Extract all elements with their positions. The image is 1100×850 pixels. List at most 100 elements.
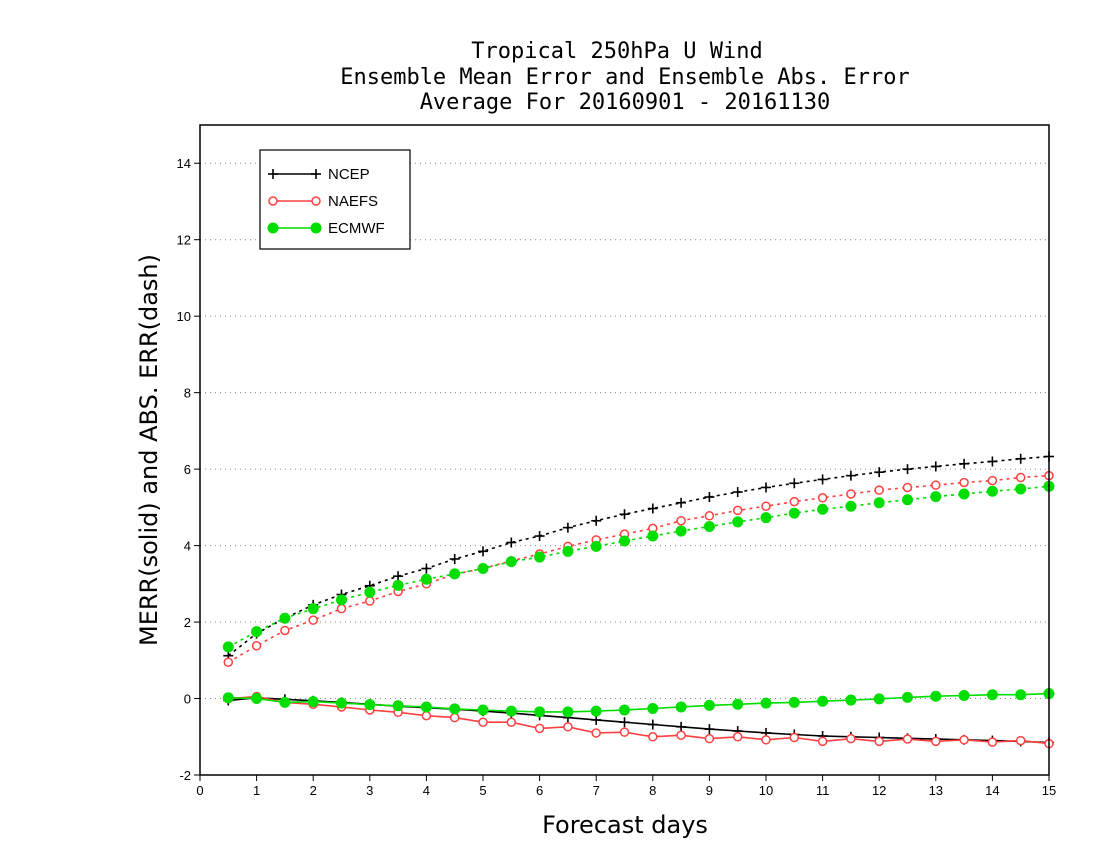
ecmwf-mean-error-point — [760, 697, 772, 709]
ecmwf-mean-error-point — [675, 701, 687, 713]
ecmwf-abs-error-point — [647, 530, 659, 542]
naefs-abs-error-point — [676, 515, 686, 526]
ncep-mean-error-line — [228, 696, 1050, 744]
ecmwf-mean-error-point — [449, 703, 461, 715]
ecmwf-abs-error-point — [449, 568, 461, 580]
chart-title-line-1: Tropical 250hPa U Wind — [471, 39, 762, 64]
y-tick-label: 2 — [184, 615, 191, 630]
naefs-abs-error-point — [761, 501, 771, 511]
ecmwf-mean-error-point — [477, 704, 489, 716]
ncep-abs-error-point — [987, 456, 998, 467]
x-tick-label: 8 — [649, 783, 656, 798]
naefs-abs-error-point — [931, 480, 941, 490]
ecmwf-mean-error-point — [279, 696, 291, 708]
ecmwf-mean-error-point — [534, 706, 546, 718]
legend-label-naefs: NAEFS — [328, 193, 378, 210]
ncep-mean-error-point — [647, 719, 658, 730]
ecmwf-abs-error-point — [902, 494, 913, 506]
ncep-mean-error-point — [619, 717, 630, 728]
naefs-mean-error-point — [449, 712, 460, 723]
x-tick-label: 10 — [759, 783, 773, 798]
ecmwf-abs-error-point — [251, 626, 263, 638]
naefs-mean-error-point — [761, 735, 771, 745]
ecmwf-abs-error-point — [930, 491, 942, 503]
ecmwf-abs-error-point — [222, 641, 234, 653]
naefs-mean-error-point — [506, 717, 517, 727]
ncep-abs-error-point — [449, 553, 460, 564]
naefs-mean-error-point — [421, 710, 432, 721]
ncep-abs-error-point — [902, 464, 913, 475]
naefs-abs-error-point — [789, 496, 800, 507]
ncep-abs-error-point — [789, 478, 800, 489]
naefs-mean-error-point — [931, 736, 941, 747]
ecmwf-abs-error-point — [958, 488, 970, 500]
naefs-abs-error-point — [1015, 472, 1026, 483]
legend-box — [259, 149, 411, 250]
ecmwf-abs-error-point — [873, 497, 885, 509]
ncep-mean-error-point — [704, 724, 715, 735]
ncep-abs-error-point — [393, 571, 404, 582]
ecmwf-mean-error-point — [392, 700, 404, 712]
ncep-abs-error-point — [562, 522, 573, 533]
naefs-abs-error-point — [846, 489, 856, 499]
y-tick-label: 6 — [184, 462, 191, 477]
chart-title-line-3: Average For 20160901 - 20161130 — [420, 90, 831, 115]
ecmwf-mean-error-point — [364, 699, 376, 711]
x-tick-label: 14 — [985, 783, 999, 798]
ecmwf-abs-error-point — [562, 545, 574, 557]
ecmwf-mean-error-point — [873, 693, 885, 705]
naefs-abs-error-point — [223, 657, 234, 667]
ecmwf-abs-error-point — [986, 485, 998, 497]
naefs-mean-error-point — [676, 730, 686, 740]
naefs-abs-error-line — [227, 474, 1050, 663]
naefs-abs-error-point — [280, 625, 290, 636]
naefs-mean-error-point — [902, 734, 913, 744]
y-tick-label: 4 — [184, 539, 191, 554]
ncep-mean-error-point — [676, 721, 687, 732]
ecmwf-mean-error-point — [307, 696, 319, 708]
grid-lines — [200, 162, 1049, 776]
plot-area — [222, 451, 1055, 749]
ecmwf-abs-error-series — [222, 480, 1055, 653]
x-tick-label: 7 — [593, 783, 600, 798]
ncep-abs-error-point — [874, 467, 885, 478]
ecmwf-abs-error-point — [590, 540, 602, 552]
legend-marker-ncep — [268, 169, 278, 179]
naefs-mean-error-point — [534, 723, 545, 734]
ecmwf-abs-error-point — [279, 612, 291, 624]
ecmwf-abs-error-point — [307, 603, 319, 615]
ncep-abs-error-point — [930, 461, 941, 472]
ncep-abs-error-point — [421, 563, 432, 574]
ecmwf-mean-error-series — [222, 688, 1055, 718]
naefs-mean-error-point — [959, 735, 969, 745]
ncep-abs-error-point — [647, 503, 658, 514]
y-tick-label: 14 — [177, 156, 191, 171]
x-tick-label: 6 — [536, 783, 543, 798]
legend-marker-ncep — [311, 169, 321, 179]
ecmwf-abs-error-point — [1015, 483, 1027, 495]
ecmwf-abs-error-point — [619, 535, 630, 547]
ecmwf-mean-error-point — [902, 691, 913, 703]
chart-title-line-2: Ensemble Mean Error and Ensemble Abs. Er… — [340, 65, 910, 90]
ecmwf-abs-error-point — [817, 503, 829, 515]
x-tick-label: 4 — [423, 783, 430, 798]
y-tick-label: 0 — [184, 692, 191, 707]
y-tick-label: -2 — [179, 768, 191, 783]
x-tick-label: 15 — [1042, 783, 1056, 798]
naefs-mean-error-point — [789, 732, 800, 743]
naefs-abs-error-point — [902, 482, 913, 493]
naefs-abs-error-point — [959, 477, 969, 488]
ncep-abs-error-point — [591, 515, 602, 526]
y-axis-label: MERR(solid) and ABS. ERR(dash) — [135, 254, 163, 646]
x-tick-label: 3 — [366, 783, 373, 798]
naefs-abs-error-point — [874, 485, 884, 495]
naefs-abs-error-point — [336, 603, 347, 614]
ecmwf-mean-error-point — [420, 701, 432, 713]
x-tick-label: 5 — [479, 783, 486, 798]
legend-marker-ecmwf — [267, 222, 279, 234]
ncep-abs-error-point — [478, 546, 488, 557]
ncep-abs-error-point — [732, 487, 743, 498]
ecmwf-mean-error-point — [703, 699, 715, 711]
